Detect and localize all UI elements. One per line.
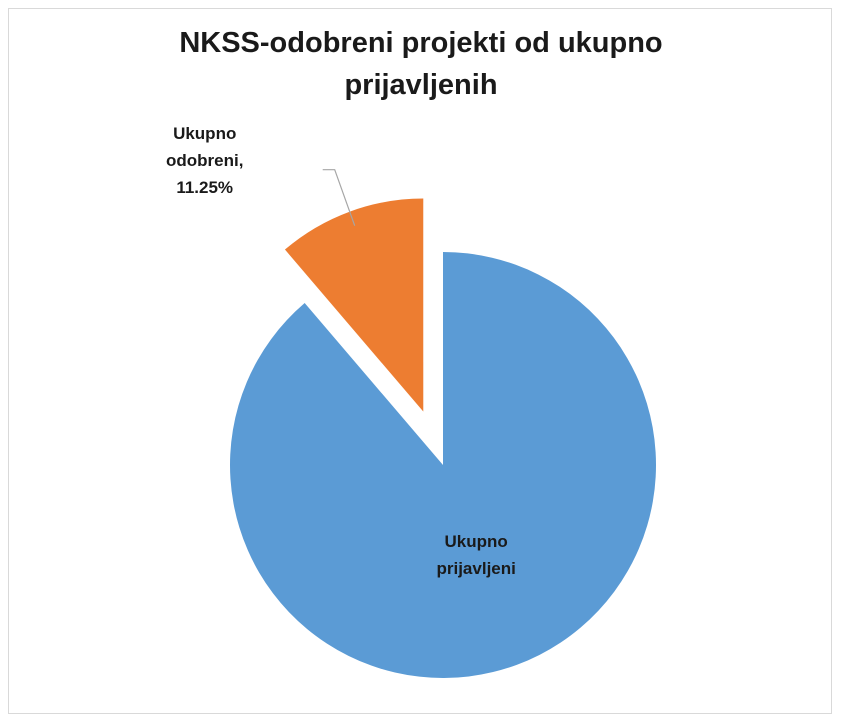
data-label: Ukupno prijavljeni	[416, 528, 536, 582]
chart-border	[8, 8, 832, 714]
label-separator: ,	[238, 150, 244, 170]
leader-line	[322, 169, 356, 226]
category-label: Ukupno odobreni	[165, 123, 239, 170]
data-label: Ukupno odobreni, 11.25%	[150, 120, 260, 201]
value-label: 11.25%	[176, 177, 234, 197]
category-label: Ukupno prijavljeni	[436, 531, 516, 578]
pie-slice	[284, 198, 424, 412]
chart-title: NKSS-odobreni projekti od ukupno prijavl…	[179, 27, 663, 101]
pie-slice	[230, 252, 657, 678]
